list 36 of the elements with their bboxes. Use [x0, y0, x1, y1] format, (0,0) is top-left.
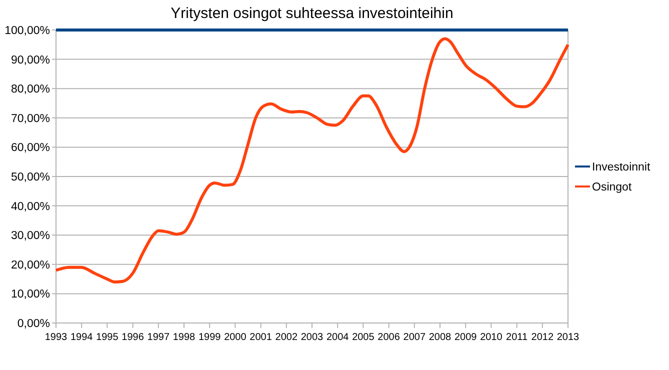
x-tick-label: 2001	[250, 332, 272, 343]
x-tick-label: 2003	[300, 332, 324, 343]
y-tick-label: 30,00%	[10, 230, 50, 242]
x-tick-label: 2010	[480, 332, 503, 343]
chart-title: Yritysten osingot suhteessa investointeihin	[170, 5, 454, 22]
x-tick-label: 2006	[378, 332, 400, 343]
y-tick-label: 20,00%	[10, 259, 50, 272]
y-tick-label: 80,00%	[10, 84, 50, 96]
x-tick-label: 1996	[122, 332, 144, 343]
y-tick-label: 60,00%	[10, 142, 50, 154]
x-tick-label: 2000	[224, 332, 247, 343]
y-tick-label: 50,00%	[10, 172, 50, 184]
x-tick-label: 1994	[70, 332, 94, 343]
x-tick-label: 2007	[403, 332, 426, 343]
x-tick-label: 2013	[556, 332, 580, 343]
x-tick-label: 2005	[352, 332, 375, 343]
legend-label: Investoinnit	[592, 162, 651, 174]
x-tick-label: 2011	[506, 332, 528, 343]
x-tick-label: 2012	[531, 332, 554, 343]
x-tick-label: 2002	[275, 332, 298, 343]
legend-label: Osingot	[592, 182, 632, 194]
x-tick-label: 1993	[44, 332, 68, 343]
y-tick-label: 70,00%	[10, 112, 50, 125]
line-series	[54, 37, 570, 284]
x-tick-label: 1998	[172, 332, 196, 343]
x-tick-label: 1995	[96, 332, 119, 343]
y-tick-label: 0,00%	[17, 318, 50, 330]
x-tick-label: 2004	[326, 332, 350, 343]
y-tick-label: 10,00%	[10, 288, 50, 301]
x-tick-label: 2008	[428, 332, 452, 343]
x-tick-label: 2009	[454, 332, 478, 343]
y-tick-label: 40,00%	[10, 200, 50, 213]
x-tick-label: 1997	[147, 332, 170, 343]
y-tick-label: 100,00%	[4, 25, 50, 37]
x-tick-label: 1999	[198, 332, 222, 343]
y-tick-label: 90,00%	[10, 54, 50, 66]
